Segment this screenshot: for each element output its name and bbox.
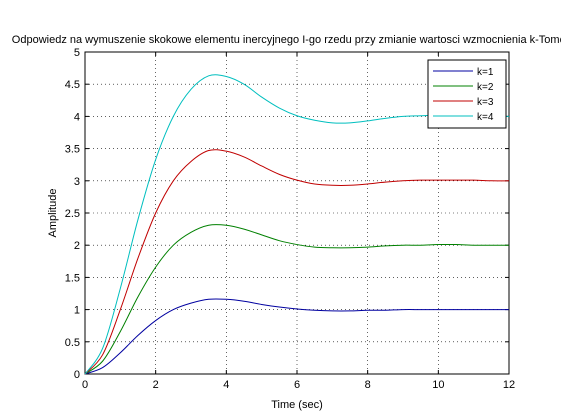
series-line-k3: [84, 149, 510, 375]
y-axis-label: Amplitude: [47, 189, 59, 238]
y-tick-label: 2.5: [65, 208, 80, 220]
y-tick-label: 4.5: [65, 79, 80, 91]
x-tick-label: 10: [432, 379, 444, 391]
series-line-k2: [84, 224, 509, 375]
axis-ticks: 0 2 4 6 8 10 12 0 0.5 1 1.5 2 2.5 3 3.5 4 4.5 5: [65, 47, 515, 391]
x-tick-label: 4: [223, 379, 229, 391]
legend-label: k=4: [477, 112, 494, 123]
x-tick-label: 2: [153, 379, 159, 391]
legend-label: k=1: [477, 67, 494, 78]
y-tick-label: 1: [74, 305, 80, 317]
legend: k=1 k=2 k=3 k=4: [427, 59, 507, 129]
legend-label: k=3: [477, 97, 494, 108]
y-tick-label: 4: [74, 111, 80, 123]
series-lines: [84, 74, 510, 375]
y-tick-label: 3: [74, 176, 80, 188]
y-tick-label: 0: [74, 369, 80, 381]
x-tick-label: 8: [365, 379, 371, 391]
legend-label: k=2: [477, 82, 494, 93]
y-tick-label: 5: [74, 47, 80, 59]
y-tick-label: 1.5: [65, 272, 80, 284]
chart-title: Odpowiedz na wymuszenie skokowe elementu…: [12, 34, 561, 46]
y-tick-label: 2: [74, 240, 80, 252]
y-tick-label: 0.5: [65, 337, 80, 349]
x-axis-label: Time (sec): [271, 399, 323, 411]
y-tick-label: 3.5: [65, 144, 80, 156]
x-tick-label: 6: [294, 379, 300, 391]
legend-box: [427, 59, 507, 129]
series-line-k1: [84, 298, 509, 375]
x-tick-label: 12: [503, 379, 515, 391]
x-tick-label: 0: [82, 379, 88, 391]
